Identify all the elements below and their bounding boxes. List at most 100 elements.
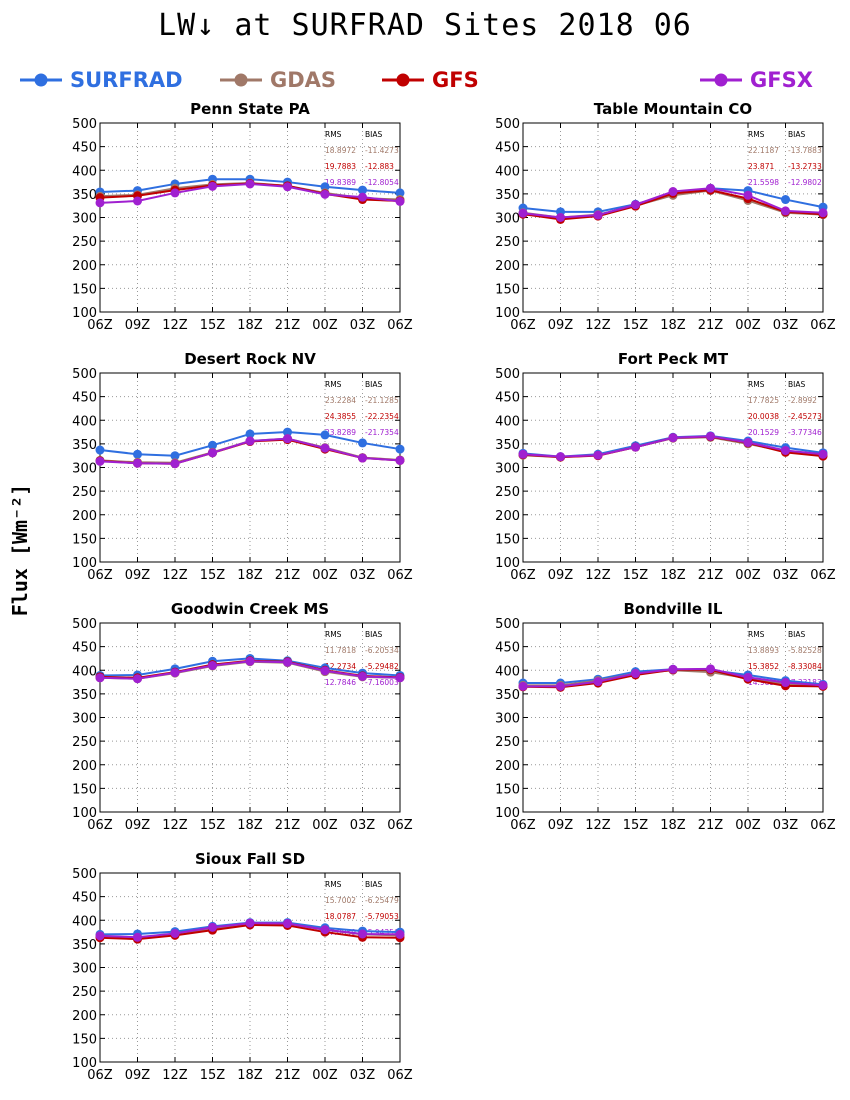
stats-rms-value: 20.1529	[748, 428, 779, 437]
x-tick-label: 00Z	[312, 318, 338, 333]
stats-bias-value: -6.20534	[365, 646, 399, 655]
x-tick-label: 12Z	[162, 318, 188, 333]
stats-rms-value: 22.1187	[748, 146, 779, 155]
x-tick-label: 06Z	[810, 318, 836, 333]
stats-bias-value: -5.79053	[365, 912, 399, 921]
stats-bias-value: -2.8992	[788, 396, 817, 405]
stats-bias-value: -13.2733	[788, 162, 822, 171]
panel-title: Fort Peck MT	[618, 350, 729, 368]
stats-header-rms: RMS	[325, 130, 342, 139]
stats-bias-value: -21.1285	[365, 396, 399, 405]
stats-rms-value: 19.8389	[325, 178, 356, 187]
chart-panel: Desert Rock NV 100 150 200 250 300 350 400 450 50…	[72, 350, 413, 583]
x-tick-label: 03Z	[773, 318, 799, 333]
x-tick-label: 06Z	[510, 568, 536, 583]
x-tick-label: 15Z	[623, 318, 649, 333]
data-point-surfrad	[781, 195, 790, 205]
x-tick-label: 06Z	[810, 818, 836, 833]
x-tick-label: 06Z	[87, 1068, 113, 1083]
stats-rms-value: 18.0787	[325, 912, 356, 921]
y-tick-label: 200	[72, 509, 97, 524]
stats-rms-value: 19.7883	[325, 162, 356, 171]
y-tick-label: 150	[72, 532, 97, 547]
y-tick-label: 300	[72, 962, 97, 977]
data-point-gfsx	[593, 677, 603, 687]
data-point-gfsx	[781, 445, 790, 455]
data-point-gfsx	[245, 179, 255, 189]
y-tick-label: 500	[72, 117, 97, 132]
data-point-gfsx	[818, 680, 828, 690]
data-point-gfsx	[556, 681, 565, 691]
data-point-gfsx	[818, 449, 828, 459]
x-tick-label: 06Z	[810, 568, 836, 583]
data-point-gfsx	[283, 657, 292, 667]
y-tick-label: 100	[72, 556, 97, 571]
x-tick-label: 21Z	[698, 818, 724, 833]
stats-bias-value: -13.7883	[788, 146, 822, 155]
data-point-gfsx	[245, 656, 255, 666]
legend-swatch	[220, 73, 262, 87]
y-tick-label: 450	[72, 891, 97, 906]
y-tick-label: 450	[72, 391, 97, 406]
data-point-gfsx	[706, 431, 715, 441]
x-tick-label: 09Z	[548, 818, 574, 833]
data-point-gfsx	[668, 664, 678, 674]
legend-label: GDAS	[270, 68, 337, 92]
y-tick-label: 100	[72, 806, 97, 821]
data-point-gfsx	[170, 459, 180, 469]
data-point-gfsx	[283, 182, 292, 192]
chart-title: LW↓ at SURFRAD Sites 2018 06	[158, 8, 692, 43]
stats-rms-value: 12.2734	[325, 662, 356, 671]
y-tick-label: 250	[72, 485, 97, 500]
legend-label: SURFRAD	[70, 68, 183, 92]
stats-rms-value: 17.7825	[748, 396, 779, 405]
x-tick-label: 03Z	[350, 818, 376, 833]
x-tick-label: 15Z	[623, 818, 649, 833]
stats-rms-value: 13.8893	[748, 646, 779, 655]
data-point-surfrad	[208, 440, 217, 450]
y-tick-label: 100	[72, 1056, 97, 1071]
x-tick-label: 09Z	[125, 568, 151, 583]
x-tick-label: 06Z	[387, 818, 413, 833]
x-tick-label: 03Z	[350, 1068, 376, 1083]
y-tick-label: 450	[495, 141, 520, 156]
x-tick-label: 09Z	[125, 1068, 151, 1083]
legend-label: GFS	[432, 68, 479, 92]
y-tick-label: 250	[495, 485, 520, 500]
data-point-surfrad	[95, 445, 105, 455]
stats-header-bias: BIAS	[788, 630, 805, 639]
panel-title: Goodwin Creek MS	[171, 600, 329, 618]
y-tick-label: 150	[72, 1032, 97, 1047]
data-point-gfsx	[95, 198, 105, 208]
legend-item-gfs: GFS	[380, 62, 479, 98]
panel-title: Desert Rock NV	[184, 350, 316, 368]
y-tick-label: 450	[72, 141, 97, 156]
x-tick-label: 06Z	[510, 818, 536, 833]
data-point-gfsx	[743, 672, 753, 682]
x-tick-label: 21Z	[275, 818, 301, 833]
data-point-gfsx	[358, 929, 367, 939]
stats-rms-value: 23.871	[748, 162, 774, 171]
data-point-gfsx	[668, 187, 678, 197]
x-tick-label: 06Z	[510, 318, 536, 333]
x-tick-label: 00Z	[312, 1068, 338, 1083]
data-point-gfsx	[133, 932, 142, 942]
x-tick-label: 06Z	[87, 318, 113, 333]
y-tick-label: 250	[72, 735, 97, 750]
stats-bias-value: -5.82528	[788, 646, 822, 655]
data-point-gfsx	[358, 192, 367, 202]
data-point-gfsx	[245, 918, 255, 928]
x-tick-label: 18Z	[237, 818, 263, 833]
y-tick-label: 500	[495, 117, 520, 132]
data-point-gfsx	[170, 668, 180, 678]
y-tick-label: 450	[72, 641, 97, 656]
data-point-gfsx	[320, 189, 330, 199]
y-tick-label: 450	[495, 391, 520, 406]
y-tick-label: 300	[495, 462, 520, 477]
data-point-gfsx	[631, 669, 640, 679]
stats-header-rms: RMS	[748, 380, 765, 389]
stats-rms-value: 23.2284	[325, 396, 356, 405]
stats-header-rms: RMS	[748, 130, 765, 139]
y-tick-label: 350	[495, 688, 520, 703]
data-point-gfsx	[208, 448, 217, 458]
